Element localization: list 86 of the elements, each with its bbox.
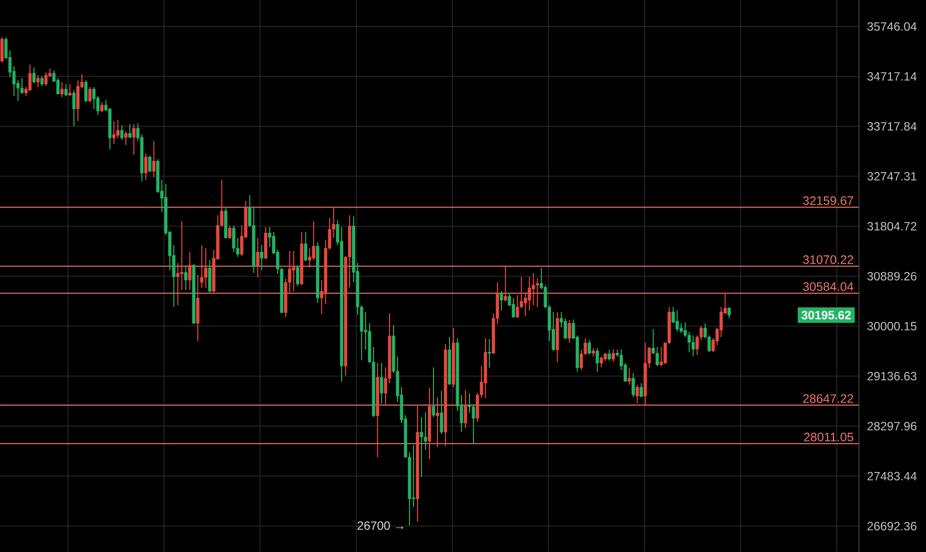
candlestick (656, 346, 659, 367)
candlestick (676, 310, 679, 332)
y-tick-label: 28297.96 (868, 422, 916, 430)
candlestick (692, 334, 695, 357)
candlestick (188, 252, 192, 291)
candlestick (612, 348, 615, 362)
candlestick (568, 320, 571, 344)
candlestick (660, 346, 663, 367)
candlestick (420, 416, 424, 478)
y-tick-label: 30889.26 (867, 272, 916, 280)
candlestick (296, 264, 300, 287)
candlestick (72, 90, 76, 127)
candlestick (44, 72, 48, 87)
y-tick-label: 32747.31 (867, 172, 916, 181)
candlestick (152, 140, 156, 178)
candlestick (128, 124, 132, 138)
candlestick (228, 224, 232, 240)
candlestick (100, 102, 104, 113)
candlestick (312, 220, 316, 261)
candlestick (632, 372, 635, 398)
ref-line-label: 28647.22 (803, 394, 854, 403)
candlestick (84, 80, 88, 103)
candlestick (488, 338, 492, 368)
candlestick (68, 84, 72, 97)
candlestick (600, 356, 603, 368)
candlestick (204, 248, 208, 288)
candlestick (260, 244, 264, 271)
candlestick (64, 84, 68, 97)
candlestick (292, 250, 296, 292)
ref-line-label: 28011.05 (804, 432, 854, 442)
ref-line-label: 32159.67 (803, 196, 854, 205)
y-tick-label: 35746.04 (867, 22, 917, 31)
candlestick (304, 231, 308, 262)
y-tick-label: 26692.36 (868, 522, 916, 530)
candlestick (60, 82, 64, 98)
candlestick (412, 444, 416, 508)
candlestick (500, 290, 504, 312)
candlestick (88, 86, 92, 103)
candlestick (76, 80, 80, 122)
candlestick (20, 78, 24, 94)
candlestick (680, 322, 683, 334)
candlestick (432, 366, 436, 418)
ref-line-label: 31070.22 (803, 255, 854, 264)
candlestick (588, 339, 591, 355)
candlestick (608, 349, 611, 362)
candlestick (36, 74, 40, 88)
candlestick (628, 367, 631, 386)
annotation: 26700 → (358, 521, 404, 530)
candlestick (516, 294, 519, 318)
y-tick-label: 27483.44 (868, 472, 917, 480)
y-tick-label: 33717.84 (867, 122, 917, 131)
candlestick (148, 155, 152, 173)
candlestick (464, 390, 468, 428)
candlestick (32, 66, 36, 84)
candlestick (28, 64, 32, 92)
y-tick-label: 31804.72 (867, 222, 916, 231)
candlestick (436, 396, 440, 448)
candlestick (124, 130, 128, 146)
candlestick (596, 348, 599, 372)
candlestick (144, 152, 148, 180)
candlestick (184, 264, 188, 291)
candlestick (512, 297, 516, 318)
candlestick (720, 306, 723, 338)
candlestick (728, 306, 731, 319)
candlestick (504, 266, 508, 302)
candlestick (256, 237, 260, 278)
candlestick (232, 224, 236, 253)
candlestick (640, 382, 643, 398)
candlestick (176, 262, 180, 306)
candlestick (688, 331, 691, 353)
candlestick (92, 86, 96, 110)
candlestick (424, 412, 428, 450)
y-tick-label: 29136.63 (868, 372, 916, 380)
candlestick (40, 76, 44, 87)
candlestick (120, 124, 124, 140)
candlestick (636, 384, 639, 404)
candlestick (132, 124, 136, 156)
annotation: 30195.62 (801, 310, 851, 320)
y-tick-label: 30000.15 (867, 322, 916, 330)
candlestick (208, 260, 212, 293)
candlestick (112, 120, 116, 145)
ref-line-label: 30584.04 (803, 282, 854, 291)
candlestick (380, 362, 384, 404)
candlestick (0, 36, 4, 64)
candlestick (440, 390, 444, 434)
y-tick-label: 34717.14 (867, 72, 917, 81)
